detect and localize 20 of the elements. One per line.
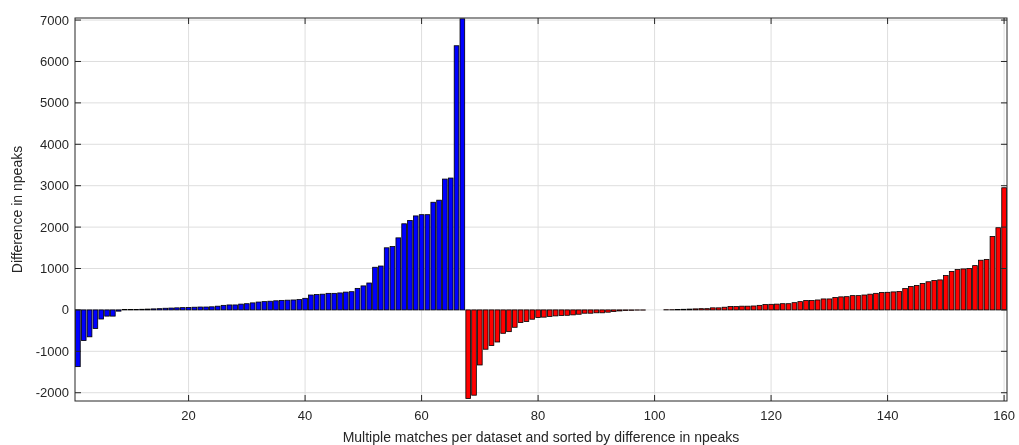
x-tick-label: 160	[993, 408, 1015, 423]
x-tick-label: 100	[643, 408, 666, 423]
x-tick-label: 60	[414, 408, 429, 423]
x-tick-label: 80	[530, 408, 546, 423]
y-tick-label: 2000	[40, 219, 69, 235]
y-tick-label: 5000	[40, 95, 69, 111]
x-tick-label: 120	[760, 408, 782, 423]
y-tick-label: 0	[61, 302, 69, 318]
x-tick-label: 40	[297, 408, 313, 423]
y-tick-label: -2000	[35, 385, 69, 401]
x-tick-label: 140	[876, 408, 899, 423]
y-tick-label: 3000	[40, 178, 69, 194]
y-axis-title: Difference in npeaks	[9, 145, 25, 274]
y-tick-label: 1000	[40, 261, 69, 277]
y-tick-label: 7000	[40, 12, 69, 28]
y-tick-label: 4000	[40, 136, 69, 152]
x-tick-label: 20	[181, 408, 196, 423]
y-tick-label: 6000	[40, 54, 69, 70]
x-axis-title: Multiple matches per dataset and sorted by difference in npeaks	[342, 429, 740, 445]
y-tick-label: -1000	[35, 343, 69, 359]
